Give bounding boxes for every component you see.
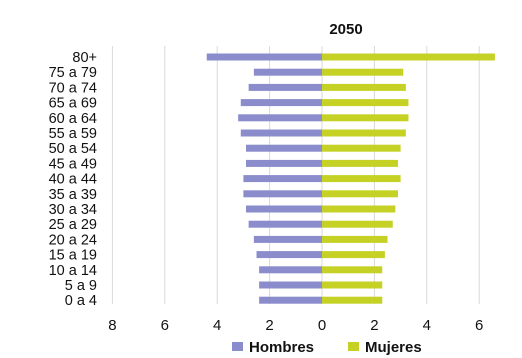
bar-hombres [256, 251, 322, 259]
bar-mujeres [322, 99, 409, 107]
bar-mujeres [322, 175, 401, 183]
bar-hombres [246, 159, 322, 167]
legend-swatch-hombres [232, 342, 243, 351]
bar-mujeres [322, 129, 406, 137]
bar-mujeres [322, 68, 404, 76]
bar-hombres [259, 296, 322, 304]
bar-mujeres [322, 235, 388, 243]
category-label: 65 a 69 [49, 96, 97, 112]
category-label: 10 a 14 [49, 263, 97, 279]
bar-mujeres [322, 251, 385, 259]
category-label: 35 a 39 [49, 187, 97, 203]
bar-hombres [240, 129, 322, 137]
bar-hombres [253, 235, 322, 243]
x-tick-label: 4 [423, 317, 431, 334]
bar-mujeres [322, 296, 383, 304]
bar-mujeres [322, 83, 406, 91]
category-label: 55 a 59 [49, 126, 97, 142]
category-label: 50 a 54 [49, 141, 97, 157]
x-tick-label: 8 [108, 317, 116, 334]
legend-label-mujeres: Mujeres [365, 339, 422, 356]
category-label: 5 a 9 [65, 278, 97, 294]
category-label: 30 a 34 [49, 202, 97, 218]
bar-hombres [259, 281, 322, 289]
legend-label-hombres: Hombres [249, 339, 314, 356]
x-tick-label: 6 [475, 317, 483, 334]
legend: Hombres Mujeres [232, 339, 422, 356]
bar-hombres [259, 266, 322, 274]
bar-mujeres [322, 220, 393, 228]
bars [206, 53, 495, 304]
x-tick-label: 6 [161, 317, 169, 334]
bar-hombres [238, 114, 322, 122]
bar-mujeres [322, 281, 383, 289]
bar-hombres [246, 144, 322, 152]
bar-mujeres [322, 205, 396, 213]
category-label: 75 a 79 [49, 65, 97, 81]
category-label: 25 a 29 [49, 217, 97, 233]
category-label: 20 a 24 [49, 232, 97, 248]
bar-mujeres [322, 144, 401, 152]
x-tick-label: 2 [265, 317, 273, 334]
bar-hombres [253, 68, 322, 76]
bar-hombres [246, 205, 322, 213]
x-tick-label: 2 [370, 317, 378, 334]
category-label: 45 a 49 [49, 156, 97, 172]
bar-hombres [248, 220, 322, 228]
category-label: 60 a 64 [49, 111, 97, 127]
legend-swatch-mujeres [348, 342, 359, 351]
bar-mujeres [322, 266, 383, 274]
bar-hombres [243, 175, 322, 183]
x-tick-label: 0 [318, 317, 326, 334]
category-label: 80+ [72, 50, 97, 66]
chart-title: 2050 [329, 21, 362, 38]
bar-mujeres [322, 114, 409, 122]
category-label: 0 a 4 [65, 293, 97, 309]
category-label: 40 a 44 [49, 172, 97, 188]
bar-mujeres [322, 53, 495, 61]
bar-hombres [243, 190, 322, 198]
bar-hombres [248, 83, 322, 91]
x-tick-label: 4 [213, 317, 221, 334]
bar-mujeres [322, 159, 398, 167]
bar-mujeres [322, 190, 398, 198]
bar-hombres [206, 53, 322, 61]
category-label: 15 a 19 [49, 248, 97, 264]
x-axis-tick-labels: 8 6 4 2 0 2 4 6 [108, 317, 483, 334]
bar-hombres [240, 99, 322, 107]
category-label: 70 a 74 [49, 80, 97, 96]
